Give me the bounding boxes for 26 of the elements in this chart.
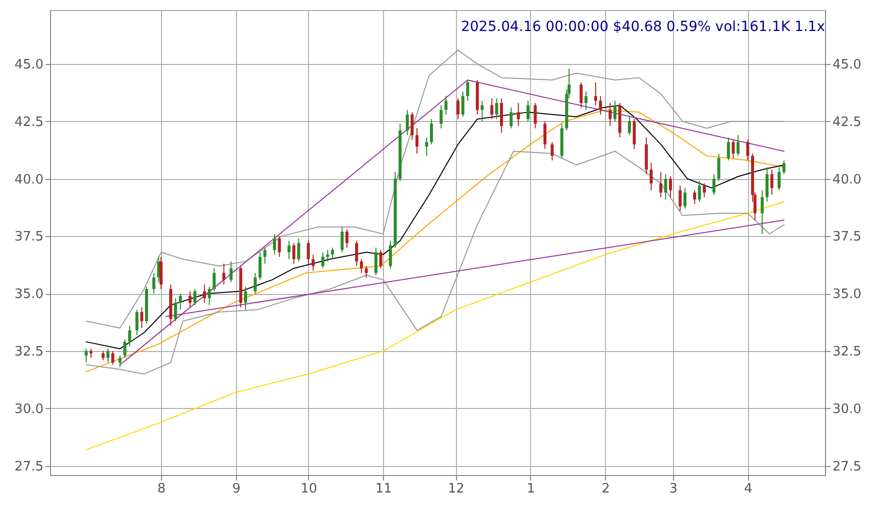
y2-tick-label: 45.0 [832, 57, 862, 72]
y2-tick-label: 40.0 [832, 172, 862, 188]
x-tick-label: 8 [157, 482, 166, 496]
y2-tick-label: 27.5 [832, 459, 862, 474]
y2-tick-label: 37.5 [832, 230, 862, 245]
x-tick-label: 3 [669, 482, 678, 496]
y2-tick-label: 42.5 [832, 114, 862, 130]
y-tick-label: 30.0 [14, 402, 44, 417]
y-tick-label: 42.5 [14, 114, 44, 130]
x-tick-label: 12 [448, 482, 464, 496]
y2-tick-label: 30.0 [832, 402, 862, 417]
y-tick-label: 27.5 [14, 459, 44, 474]
y-tick-label: 40.0 [14, 172, 44, 188]
y-tick-label: 45.0 [14, 57, 44, 72]
x-tick-label: 11 [375, 482, 392, 496]
y-tick-label: 32.5 [14, 344, 44, 360]
x-tick-label: 4 [744, 482, 752, 496]
x-tick-label: 2 [602, 482, 610, 496]
x-tick-label: 9 [232, 482, 241, 496]
x-tick-label: 10 [300, 482, 318, 496]
x-tick-label: 1 [526, 482, 536, 496]
y-tick-label: 35.0 [14, 287, 44, 302]
text: 2025.04.16 00:00:00 $40.68 0.59% vol:161.1K 1.1x [460, 19, 825, 35]
y-tick-label: 37.5 [14, 230, 44, 245]
y2-tick-label: 35.0 [832, 287, 862, 302]
y2-tick-label: 32.5 [832, 344, 862, 360]
